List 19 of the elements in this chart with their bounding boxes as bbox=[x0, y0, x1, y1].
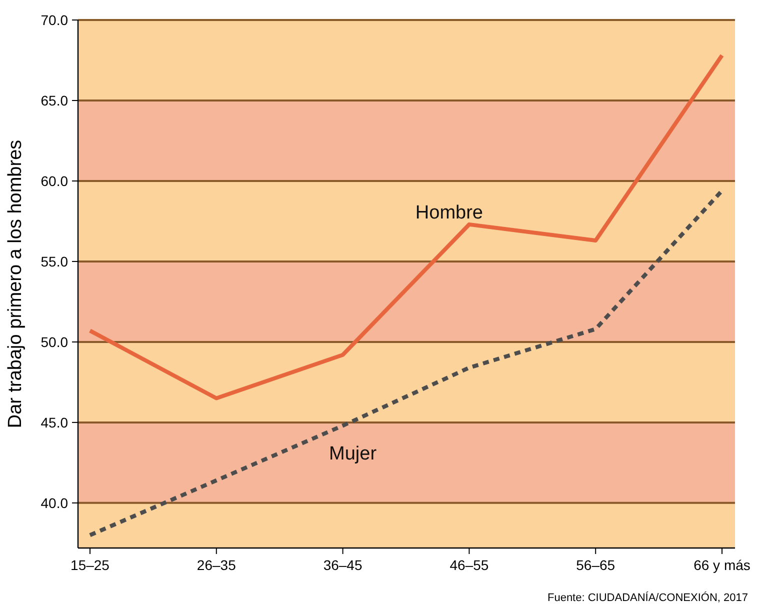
line-series bbox=[88, 188, 724, 538]
x-tick-label: 56–65 bbox=[576, 557, 616, 573]
line-series bbox=[88, 53, 724, 400]
y-tick-label: 65.0 bbox=[40, 92, 68, 108]
series-label: Hombre bbox=[415, 202, 483, 224]
y-tick-label: 40.0 bbox=[40, 494, 68, 511]
source-note: Fuente: CIUDADANÍA/CONEXIÓN, 2017 bbox=[547, 591, 748, 604]
x-tick-label: 66 y más bbox=[694, 557, 750, 573]
y-tick-label: 50.0 bbox=[40, 334, 68, 350]
x-tick-label: 26–35 bbox=[196, 557, 236, 573]
y-tick-label: 45.0 bbox=[40, 414, 68, 430]
series-label: Mujer bbox=[329, 444, 378, 465]
x-tick-label: 46–55 bbox=[450, 557, 489, 573]
y-axis-title: Dar trabajo primero a los hombres bbox=[5, 140, 26, 428]
x-tick-label: 15–25 bbox=[70, 557, 110, 573]
y-tick-label: 55.0 bbox=[40, 253, 68, 270]
y-tick-label: 60.0 bbox=[40, 172, 68, 189]
y-tick-label: 70.0 bbox=[40, 12, 68, 28]
x-tick-label: 36–45 bbox=[323, 557, 362, 573]
